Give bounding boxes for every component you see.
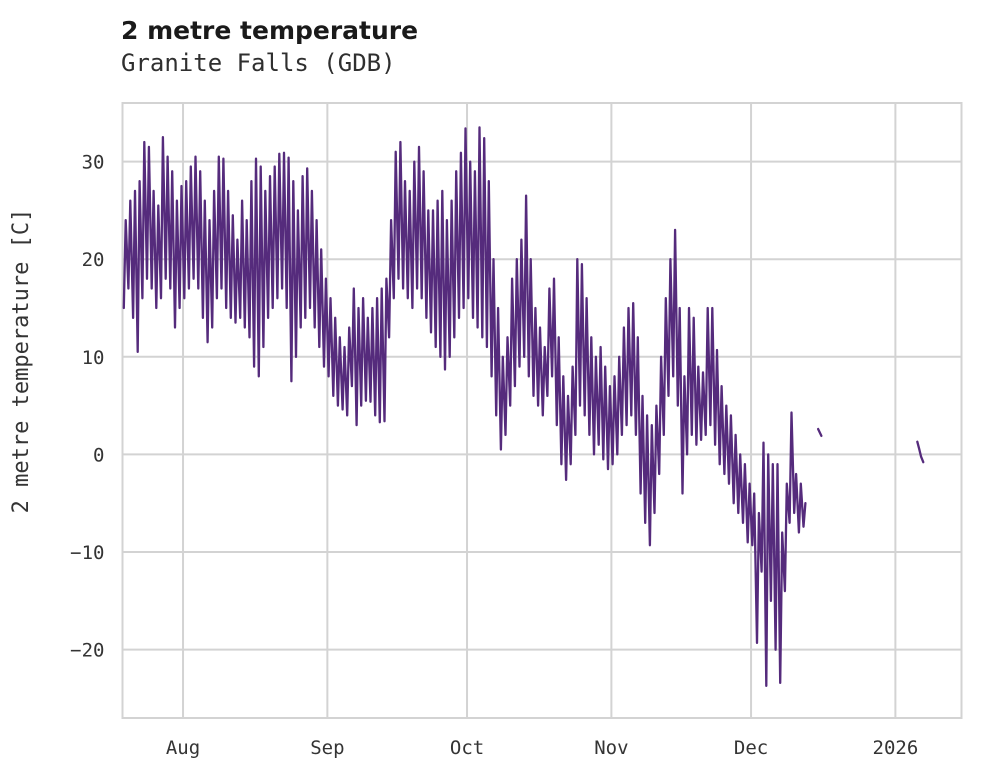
temperature-line-detached-segment [916, 440, 925, 464]
x-tick-label: Dec [734, 737, 768, 759]
y-tick-label: −20 [70, 640, 104, 662]
x-tick-label: Sep [310, 737, 344, 759]
chart-title: 2 metre temperature [121, 16, 419, 45]
y-tick-label: 0 [93, 444, 104, 466]
x-tick-label: Nov [594, 737, 628, 759]
x-tick-label: Aug [166, 737, 200, 759]
x-tick-label: 2026 [873, 737, 919, 759]
plot-frame [121, 102, 963, 719]
x-tick-label: Oct [450, 737, 484, 759]
chart-subtitle: Granite Falls (GDB) [121, 49, 396, 77]
y-tick-label: 20 [82, 249, 105, 271]
y-tick-label: 10 [82, 347, 105, 369]
temperature-line [122, 126, 807, 687]
temperature-line-detached-segment [816, 427, 823, 438]
y-tick-label: −10 [70, 542, 104, 564]
y-tick-label: 30 [82, 152, 105, 174]
y-axis-label: 2 metre temperature [C] [9, 209, 34, 514]
